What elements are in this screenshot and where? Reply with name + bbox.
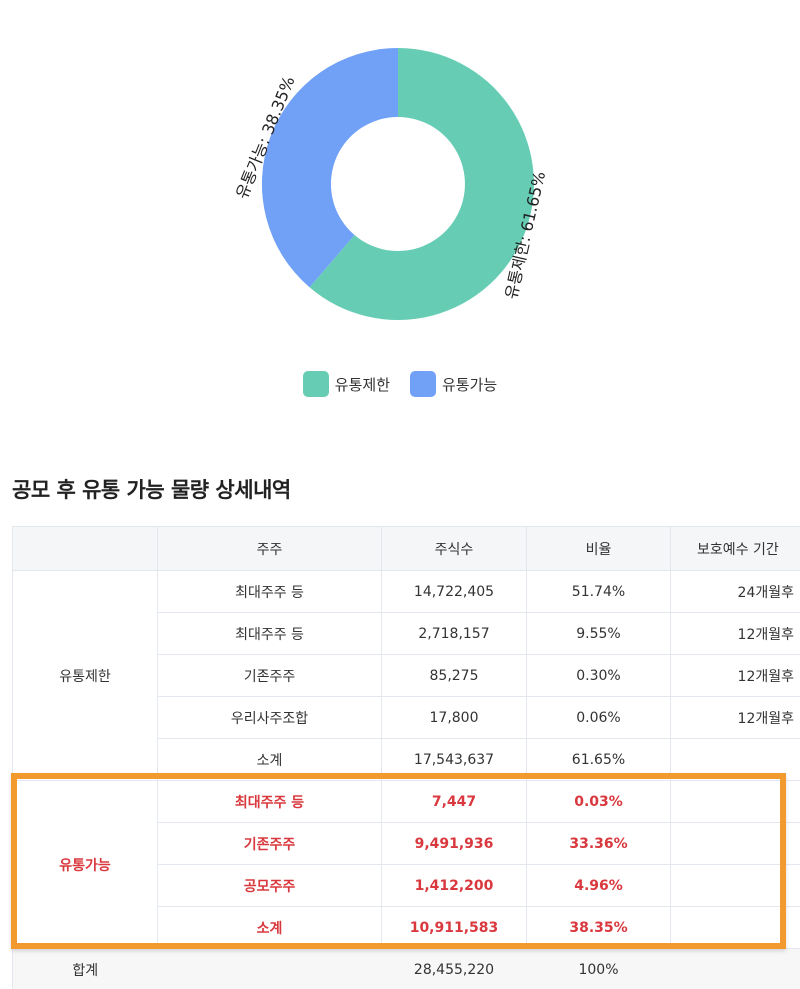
cell-shares: 17,800 (381, 696, 527, 739)
cell-holder: 우리사주조합 (157, 696, 382, 739)
header-holder: 주주 (157, 526, 382, 571)
total-ratio: 100% (526, 948, 671, 989)
table-row: 기존주주 9,491,936 33.36% (13, 822, 800, 865)
header-ratio: 비율 (526, 526, 671, 571)
cell-shares: 14,722,405 (381, 570, 527, 613)
cell-shares: 2,718,157 (381, 612, 527, 655)
cell-period (670, 780, 800, 823)
cell-period (670, 822, 800, 865)
cell-period (670, 738, 800, 781)
group-label-restricted: 유통제한 (12, 570, 158, 781)
cell-ratio: 4.96% (526, 864, 671, 907)
cell-ratio: 51.74% (526, 570, 671, 613)
cell-ratio: 0.03% (526, 780, 671, 823)
cell-ratio: 9.55% (526, 612, 671, 655)
group-label-tradable: 유통가능 (12, 780, 158, 949)
cell-shares: 85,275 (381, 654, 527, 697)
cell-holder: 기존주주 (157, 822, 382, 865)
cell-holder: 공모주주 (157, 864, 382, 907)
cell-ratio: 38.35% (526, 906, 671, 949)
cell-holder: 소계 (157, 906, 382, 949)
cell-period (670, 906, 800, 949)
cell-shares: 17,543,637 (381, 738, 527, 781)
table-row: 유통제한 최대주주 등 14,722,405 51.74% 24개월후 (12, 570, 800, 781)
table-row: 공모주주 1,412,200 4.96% (13, 864, 800, 907)
slice-tradable[interactable] (261, 47, 398, 288)
total-period-empty (670, 948, 800, 989)
chart-legend: 유통제한 유통가능 (0, 371, 800, 397)
cell-period (670, 864, 800, 907)
legend-item-tradable[interactable]: 유통가능 (410, 371, 497, 397)
cell-period: 24개월후 (670, 570, 800, 613)
table-header-row: 주주 주식수 비율 보호예수 기간 (12, 526, 800, 571)
cell-ratio: 33.36% (526, 822, 671, 865)
cell-holder: 최대주주 등 (157, 780, 382, 823)
cell-period: 12개월후 (670, 696, 800, 739)
cell-shares: 7,447 (381, 780, 527, 823)
cell-ratio: 0.30% (526, 654, 671, 697)
donut-chart-svg: 유통가능: 38.35% 유통제한: 61.65% (232, 47, 549, 320)
legend-label: 유통가능 (442, 375, 498, 394)
cell-shares: 1,412,200 (381, 864, 527, 907)
total-shares: 28,455,220 (381, 948, 527, 989)
section-title: 공모 후 유통 가능 물량 상세내역 (12, 478, 291, 502)
cell-period: 12개월후 (670, 654, 800, 697)
table-row-total: 합계 28,455,220 100% (12, 948, 800, 989)
cell-period: 12개월후 (670, 612, 800, 655)
slice-restricted[interactable] (309, 48, 534, 320)
cell-shares: 10,911,583 (381, 906, 527, 949)
header-shares: 주식수 (381, 526, 527, 571)
table-row: 유통가능 최대주주 등 7,447 0.03% (12, 780, 800, 949)
cell-ratio: 61.65% (526, 738, 671, 781)
cell-holder: 최대주주 등 (157, 612, 382, 655)
cell-ratio: 0.06% (526, 696, 671, 739)
legend-label: 유통제한 (334, 375, 390, 394)
total-holder-empty (157, 948, 382, 989)
header-group (12, 526, 158, 571)
donut-chart: 유통가능: 38.35% 유통제한: 61.65% 유통제한 유통가능 (0, 0, 800, 430)
legend-swatch-tradable (410, 371, 436, 397)
cell-holder: 기존주주 (157, 654, 382, 697)
total-label: 합계 (12, 948, 158, 989)
table-row: 최대주주 등 2,718,157 9.55% 12개월후 (13, 612, 800, 655)
cell-holder: 최대주주 등 (157, 570, 382, 613)
header-period: 보호예수 기간 (670, 526, 800, 571)
legend-item-restricted[interactable]: 유통제한 (302, 371, 390, 397)
legend-swatch-restricted (302, 371, 329, 397)
cell-shares: 9,491,936 (381, 822, 527, 865)
lockup-table-container: 주주 주식수 비율 보호예수 기간 유통제한 최대주주 등 14,722,405… (12, 526, 800, 989)
lockup-table: 주주 주식수 비율 보호예수 기간 유통제한 최대주주 등 14,722,405… (12, 526, 800, 989)
cell-holder: 소계 (157, 738, 382, 781)
